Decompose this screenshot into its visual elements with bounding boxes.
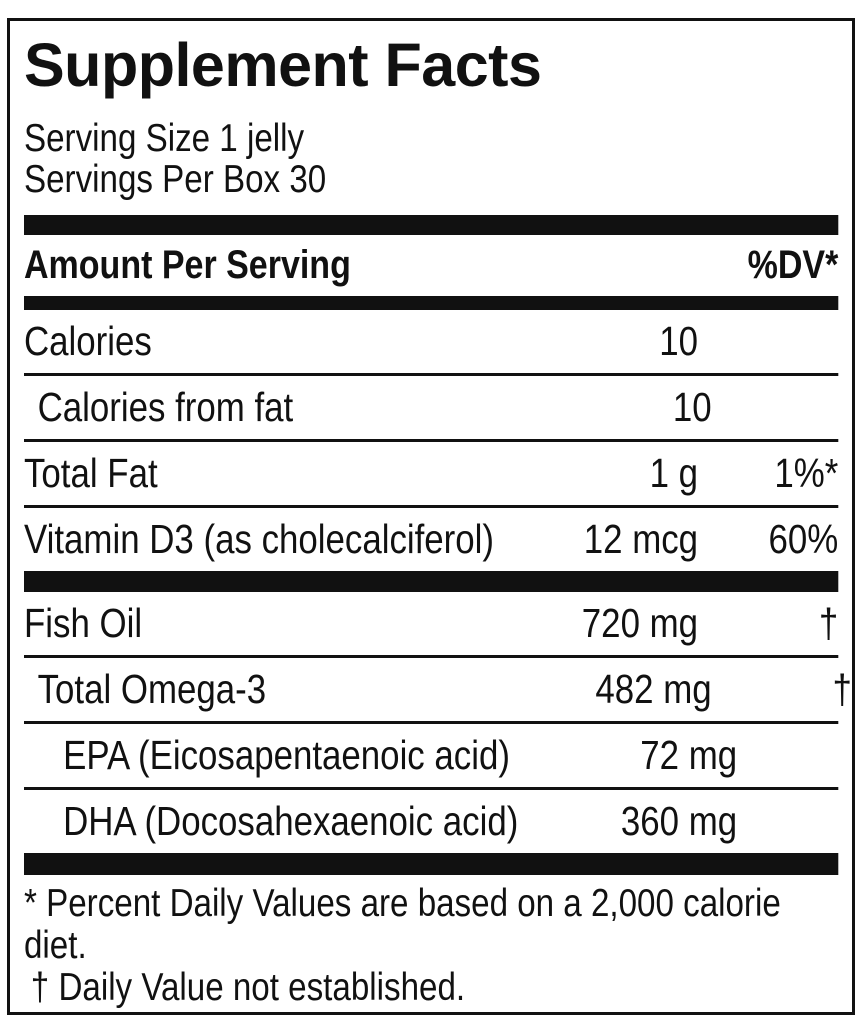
label-body: Serving Size 1 jelly Servings Per Box 30… bbox=[24, 118, 852, 1009]
nutrient-row: DHA (Docosahexaenoic acid) 360 mg † bbox=[24, 787, 839, 853]
nutrient-dv: † bbox=[737, 732, 852, 779]
nutrient-section-calories: Calories 10 Calories from fat 10 Total F… bbox=[24, 310, 839, 571]
nutrient-name: Vitamin D3 (as cholecalciferol) bbox=[24, 516, 495, 562]
nutrient-amount: 10 bbox=[672, 384, 712, 430]
nutrient-row: Total Fat 1 g 1%* bbox=[24, 439, 839, 505]
nutrient-dv: † bbox=[832, 666, 852, 712]
footnotes: * Percent Daily Values are based on a 2,… bbox=[24, 883, 838, 1009]
thick-divider-bar bbox=[24, 571, 839, 592]
footnote-daily-value: † Daily Value not established. bbox=[30, 966, 466, 1009]
serving-info: Serving Size 1 jelly Servings Per Box 30 bbox=[24, 118, 838, 200]
footnote-percent-dv: * Percent Daily Values are based on a 2,… bbox=[24, 882, 781, 967]
thick-divider-bar bbox=[24, 215, 839, 235]
thick-divider-bar bbox=[24, 853, 839, 875]
nutrient-name: Calories from fat bbox=[37, 384, 294, 430]
supplement-facts-label: Supplement Facts Serving Size 1 jelly Se… bbox=[7, 18, 855, 1015]
nutrient-amount: 482 mg bbox=[595, 666, 712, 712]
nutrient-name: EPA (Eicosapentaenoic acid) bbox=[63, 732, 510, 778]
column-header-row: Amount Per Serving %DV* bbox=[24, 235, 838, 296]
nutrient-row: Total Omega-3 482 mg † bbox=[24, 655, 852, 721]
nutrient-dv: † bbox=[737, 798, 852, 845]
nutrient-row: Vitamin D3 (as cholecalciferol) 12 mcg 6… bbox=[24, 505, 839, 571]
serving-size-line: Serving Size 1 jelly bbox=[24, 117, 305, 160]
nutrient-dv: † bbox=[818, 600, 839, 646]
nutrient-row: Fish Oil 720 mg † bbox=[24, 592, 838, 655]
nutrient-name: DHA (Docosahexaenoic acid) bbox=[63, 798, 519, 844]
label-content: Supplement Facts Serving Size 1 jelly Se… bbox=[10, 35, 852, 1009]
nutrient-amount: 720 mg bbox=[581, 600, 699, 646]
nutrient-dv: 60% bbox=[768, 516, 839, 562]
nutrient-row: EPA (Eicosapentaenoic acid) 72 mg † bbox=[24, 721, 839, 787]
servings-per-box-line: Servings Per Box 30 bbox=[24, 158, 327, 201]
nutrient-dv: 1%* bbox=[774, 450, 839, 496]
nutrient-name: Fish Oil bbox=[24, 600, 143, 646]
nutrient-amount: 12 mcg bbox=[583, 516, 699, 562]
percent-dv-header: %DV* bbox=[747, 243, 839, 287]
nutrient-row: Calories from fat 10 bbox=[24, 373, 839, 439]
nutrient-amount: 10 bbox=[659, 318, 699, 364]
nutrient-amount: 1 g bbox=[649, 450, 699, 496]
nutrient-amount: 360 mg bbox=[620, 798, 738, 844]
medium-divider-bar bbox=[24, 296, 839, 310]
nutrient-name: Total Fat bbox=[24, 450, 158, 496]
nutrient-section-fish-oil: Fish Oil 720 mg † Total Omega-3 482 mg †… bbox=[24, 592, 852, 853]
nutrient-row: Calories 10 bbox=[24, 310, 838, 373]
amount-per-serving-header: Amount Per Serving bbox=[24, 243, 351, 287]
nutrient-name: Total Omega-3 bbox=[37, 666, 267, 712]
nutrient-name: Calories bbox=[24, 318, 152, 364]
nutrient-amount: 72 mg bbox=[640, 732, 738, 778]
label-title: Supplement Facts bbox=[24, 31, 542, 99]
